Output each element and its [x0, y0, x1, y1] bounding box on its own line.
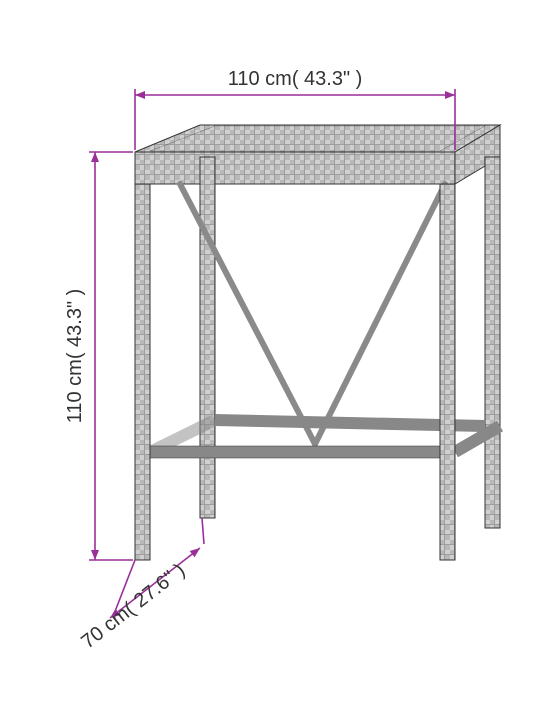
dimension-height-label: 110 cm( 43.3" ): [64, 289, 86, 424]
leg-back-left: [200, 157, 215, 518]
footrail-front: [150, 446, 440, 458]
dimension-width-label: 110 cm( 43.3" ): [228, 68, 363, 90]
leg-front-right: [440, 184, 455, 560]
leg-back-right: [485, 157, 500, 528]
apron-front: [135, 152, 455, 184]
cross-brace-right: [315, 184, 445, 444]
dimension-depth-label: 70 cm( 27.6" ): [77, 559, 189, 653]
leg-front-left: [135, 184, 150, 560]
